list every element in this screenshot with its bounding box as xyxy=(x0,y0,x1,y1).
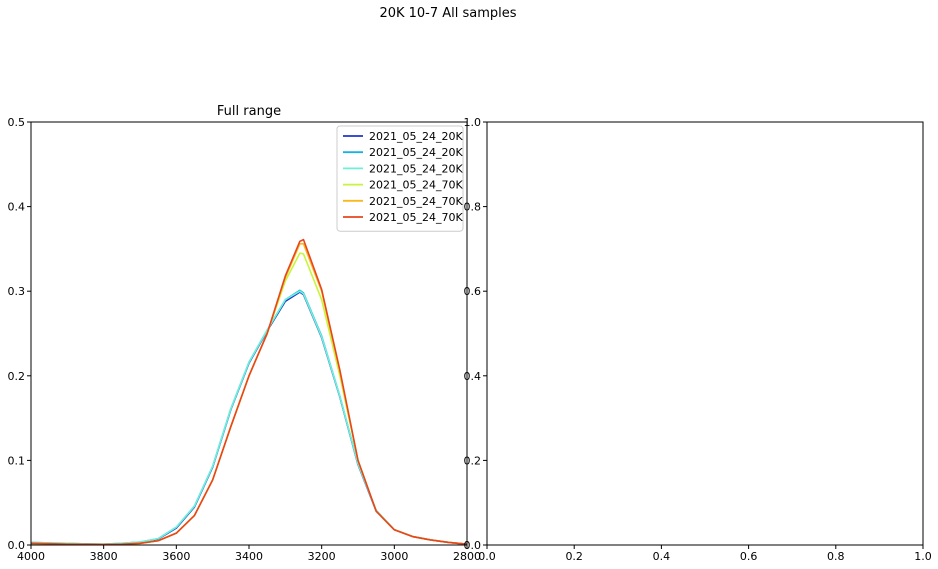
figure-suptitle: 20K 10-7 All samples xyxy=(379,6,516,21)
x-tick-label: 3600 xyxy=(162,550,190,563)
x-tick-label: 3000 xyxy=(380,550,408,563)
legend: 2021_05_24_20K 2021_05_24_20K 2021_05_24_2… xyxy=(336,125,464,232)
series-line-4 xyxy=(30,252,468,546)
y-tick-label: 0.4 xyxy=(8,201,26,214)
y-tick-label: 1.0 xyxy=(464,116,482,129)
series-line-5 xyxy=(30,243,468,546)
x-tick-label: 2800 xyxy=(453,550,481,563)
y-tick-label: 0.3 xyxy=(8,285,26,298)
x-tick-label: 4000 xyxy=(17,550,45,563)
y-tick-label: 0.4 xyxy=(464,370,482,383)
legend-entry-6: 2021_05_24_70K xyxy=(369,211,463,224)
y-tick-label: 0.8 xyxy=(464,201,482,214)
y-tick-label: 0.1 xyxy=(8,454,26,467)
y-tick-label: 0.0 xyxy=(8,539,26,552)
legend-entry-2: 2021_05_24_20K xyxy=(369,146,463,159)
y-tick-label: 0.2 xyxy=(464,454,482,467)
legend-entry-4: 2021_05_24_70K xyxy=(369,179,463,192)
y-tick-label: 0.0 xyxy=(464,539,482,552)
x-tick-label: 0.0 xyxy=(478,550,496,563)
y-tick-label: 0.5 xyxy=(8,116,26,129)
y-tick-label: 0.6 xyxy=(464,285,482,298)
x-tick-label: 1.0 xyxy=(914,550,932,563)
series-line-6 xyxy=(30,238,468,546)
series-line-3 xyxy=(30,290,468,545)
y-tick-label: 0.2 xyxy=(8,370,26,383)
x-tick-label: 0.2 xyxy=(565,550,583,563)
legend-entry-5: 2021_05_24_70K xyxy=(369,195,463,208)
x-tick-label: 3800 xyxy=(90,550,118,563)
legend-entry-3: 2021_05_24_20K xyxy=(369,162,463,175)
axes-frame xyxy=(486,121,924,546)
x-tick-label: 0.6 xyxy=(740,550,758,563)
x-tick-label: 3400 xyxy=(235,550,263,563)
x-tick-label: 0.8 xyxy=(827,550,845,563)
axes-title: Full range xyxy=(217,104,281,119)
axes-empty: 0.0 0.2 0.4 0.6 0.8 1.0 0.0 0.2 0.4 0.6 0.8 1.0 xyxy=(464,116,932,563)
series-line-2 xyxy=(30,289,468,545)
x-tick-label: 3200 xyxy=(308,550,336,563)
series-line-1 xyxy=(31,291,468,546)
x-tick-label: 0.4 xyxy=(653,550,671,563)
legend-entry-1: 2021_05_24_20K xyxy=(369,130,463,143)
legend-box xyxy=(336,125,464,232)
